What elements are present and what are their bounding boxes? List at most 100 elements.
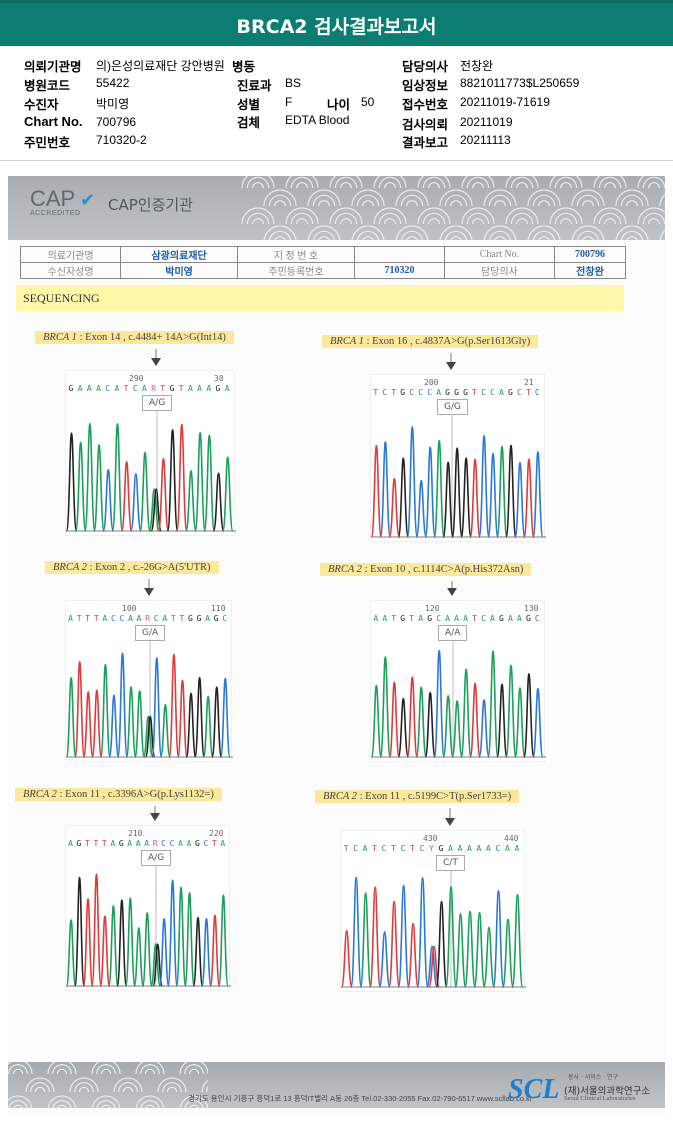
base-call: C	[490, 388, 495, 397]
position-label: 30	[214, 374, 224, 383]
sex-value: F	[285, 95, 293, 109]
table-cell: 의료기관명	[19, 246, 122, 263]
variant-label: BRCA 2 : Exon 10 , c.1114C>A(p.His372Asn…	[320, 563, 532, 576]
cap-title: CAP인증기관	[108, 196, 193, 214]
base-call: A	[486, 844, 491, 853]
base-call: A	[477, 844, 482, 853]
checkmark-icon: ✔	[80, 190, 96, 211]
base-call: C	[382, 844, 387, 853]
trace-peak	[496, 683, 508, 758]
base-call: T	[372, 844, 377, 853]
hospital-label: 의뢰기관명	[24, 59, 82, 74]
clinical-value: 8821011773$L250659	[460, 76, 580, 90]
trace-peak	[125, 686, 137, 758]
arrow-down-icon	[151, 349, 161, 366]
arrow-down-icon	[446, 353, 456, 370]
trace-peak	[514, 461, 526, 538]
base-call: G	[77, 839, 82, 848]
base-call: G	[454, 388, 459, 397]
base-call: C	[535, 614, 540, 623]
trace-peak	[133, 927, 145, 987]
dept-label: 진료과	[237, 78, 272, 93]
clinical-label: 임상정보	[402, 78, 449, 93]
table-cell: 박미영	[120, 262, 239, 279]
base-call: C	[133, 384, 138, 393]
trace-peak	[407, 922, 420, 988]
trace-peak	[501, 918, 514, 988]
base-call: G	[499, 614, 504, 623]
base-call: A	[448, 844, 453, 853]
trace-peak	[159, 703, 171, 758]
scan-footer: 경기도 용인시 기흥구 흥덕1로 13 흥덕IT밸리 A동 26층 Tel.02…	[8, 1062, 665, 1108]
trace-peak	[91, 689, 103, 758]
trace-peak	[134, 690, 146, 758]
trace-peak	[371, 684, 383, 758]
table-cell: 주민등록번호	[237, 262, 355, 279]
base-call: A	[87, 384, 92, 393]
trace-peak	[505, 444, 517, 538]
position-label: 21	[524, 378, 534, 387]
trace-peak	[111, 423, 124, 532]
trace-peak	[93, 444, 105, 532]
trace-peak	[397, 697, 410, 758]
base-call: R	[145, 614, 150, 623]
trace-peak	[388, 477, 401, 538]
variant-label: BRCA 2 : Exon 11 , c.5199C>T(p.Ser1733=)	[315, 790, 520, 803]
cap-logo-text: CAP	[30, 186, 76, 211]
table-cell	[353, 246, 445, 263]
trace-peak	[415, 686, 427, 758]
chromatogram: 200 21 T C T G C C C A G G G T C C A G C T C G/G	[370, 374, 546, 542]
base-call: G	[214, 614, 219, 623]
base-call: C	[170, 839, 175, 848]
trace-peak	[82, 691, 94, 758]
trace-peak	[426, 945, 439, 988]
table-cell: 지 정 번 호	[237, 246, 355, 263]
trace-peak	[158, 917, 170, 987]
position-label: 440	[504, 834, 519, 843]
doctor-label: 담당의사	[402, 59, 449, 74]
base-call: G	[195, 839, 200, 848]
trace-peak	[397, 884, 410, 988]
trace-peak	[454, 913, 467, 988]
base-call: R	[151, 384, 156, 393]
base-call: A	[454, 614, 459, 623]
base-call: T	[391, 614, 396, 623]
trace-peak	[166, 429, 179, 532]
base-call: C	[517, 388, 522, 397]
table-cell: 삼광의료재단	[120, 246, 239, 263]
table-cell: 700796	[553, 246, 627, 263]
base-call: G	[439, 844, 444, 853]
trace-peak	[442, 695, 454, 758]
arrow-down-icon	[150, 806, 160, 821]
trace-peak	[478, 434, 490, 538]
specimen-label: 검체	[237, 115, 261, 130]
base-call: C	[420, 844, 425, 853]
base-call: C	[535, 388, 540, 397]
base-call: A	[458, 844, 463, 853]
table-cell: Chart No.	[443, 246, 555, 263]
genotype-box: A/A	[438, 625, 468, 641]
trace-peak	[203, 434, 216, 532]
base-call: T	[373, 388, 378, 397]
base-call: G	[197, 614, 202, 623]
trace-peak	[496, 445, 508, 538]
code-value: 55422	[96, 76, 130, 90]
trace-peak	[82, 897, 94, 987]
trace-peak	[371, 444, 383, 538]
chart-label: Chart No.	[24, 114, 83, 129]
base-call: T	[212, 839, 217, 848]
gene-name: BRCA 2	[328, 564, 362, 575]
receipt-value: 20211019-71619	[460, 95, 550, 109]
base-call: T	[85, 839, 90, 848]
trace-peak	[469, 458, 481, 538]
genotype-box: A/G	[142, 395, 173, 411]
base-call: C	[222, 614, 227, 623]
position-label: 290	[129, 374, 144, 383]
scanned-report: CAP ACCREDITED ✔ CAP인증기관 의료기관명 삼광의료재단 지 정…	[8, 176, 665, 1116]
trace-peak	[416, 877, 429, 988]
base-call: T	[179, 384, 184, 393]
report-date-value: 20211113	[460, 133, 511, 147]
trace-peak	[201, 917, 212, 987]
genotype-box: G/G	[437, 399, 468, 415]
base-call: C	[353, 844, 358, 853]
